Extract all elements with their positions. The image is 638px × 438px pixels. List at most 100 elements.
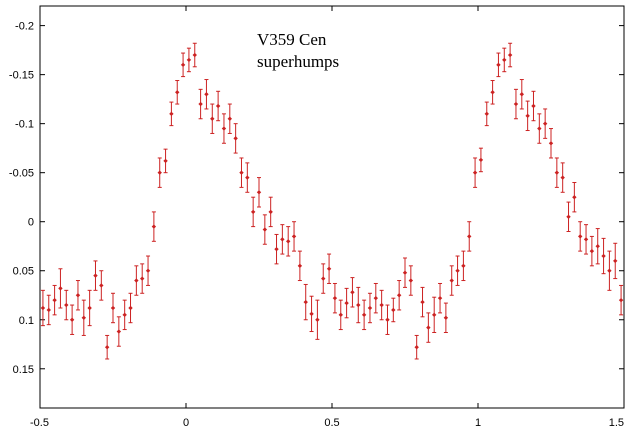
point-marker bbox=[134, 278, 139, 283]
data-point bbox=[99, 270, 104, 301]
point-marker bbox=[548, 141, 554, 146]
data-point bbox=[40, 289, 46, 327]
data-point bbox=[245, 162, 250, 193]
point-marker bbox=[262, 227, 268, 232]
point-marker bbox=[58, 286, 63, 291]
annotation-line-1: V359 Cen bbox=[257, 30, 327, 49]
point-marker bbox=[583, 237, 589, 242]
point-marker bbox=[467, 234, 472, 239]
point-marker bbox=[391, 307, 396, 313]
point-marker bbox=[157, 170, 162, 175]
data-point bbox=[607, 250, 612, 291]
data-point bbox=[169, 101, 174, 127]
point-marker bbox=[128, 305, 133, 311]
point-marker bbox=[303, 299, 308, 305]
point-marker bbox=[297, 263, 303, 269]
data-point bbox=[163, 148, 168, 174]
data-point bbox=[268, 196, 273, 228]
point-marker bbox=[385, 317, 390, 322]
data-point bbox=[484, 101, 489, 127]
data-point bbox=[250, 196, 256, 228]
point-marker bbox=[554, 170, 560, 175]
point-marker bbox=[268, 209, 273, 215]
point-marker bbox=[531, 103, 536, 109]
y-tick-label: 0.05 bbox=[13, 266, 34, 278]
data-point bbox=[58, 268, 63, 309]
point-marker bbox=[99, 283, 104, 288]
point-marker bbox=[455, 268, 460, 273]
point-marker bbox=[472, 170, 478, 175]
data-point bbox=[52, 284, 57, 316]
data-point bbox=[286, 226, 291, 257]
data-point bbox=[408, 265, 414, 296]
point-marker bbox=[461, 263, 466, 269]
point-marker bbox=[367, 305, 373, 311]
data-point bbox=[519, 79, 524, 110]
data-point bbox=[414, 334, 419, 360]
data-point bbox=[443, 302, 449, 334]
y-tick-label: -0.05 bbox=[9, 168, 34, 180]
axis-ticks: -0.5 0 0.5 1 1.5 -0.2 -0.15 -0.1 -0.05 0 0.05 0.1 0.… bbox=[9, 6, 625, 429]
data-point bbox=[373, 282, 378, 314]
point-marker bbox=[537, 126, 542, 131]
data-point bbox=[134, 265, 139, 296]
point-marker bbox=[210, 116, 215, 121]
data-point bbox=[525, 100, 530, 132]
data-point bbox=[326, 253, 332, 284]
data-point bbox=[613, 242, 618, 280]
data-points bbox=[40, 42, 624, 360]
point-marker bbox=[321, 276, 326, 281]
data-point bbox=[291, 221, 297, 252]
data-point bbox=[396, 280, 402, 311]
point-marker bbox=[542, 121, 548, 126]
data-point bbox=[64, 289, 69, 321]
data-point bbox=[221, 113, 227, 144]
y-tick-label: -0.15 bbox=[9, 70, 34, 82]
point-marker bbox=[414, 345, 419, 350]
point-marker bbox=[601, 253, 606, 259]
y-tick-label: -0.2 bbox=[15, 21, 34, 33]
data-point bbox=[385, 304, 390, 335]
point-marker bbox=[449, 278, 454, 283]
data-point bbox=[513, 88, 519, 120]
x-tick-label: 0.5 bbox=[324, 417, 339, 429]
data-point bbox=[186, 47, 192, 73]
point-marker bbox=[338, 312, 343, 318]
point-marker bbox=[595, 244, 600, 249]
data-point bbox=[116, 316, 122, 347]
data-point bbox=[309, 295, 314, 333]
point-marker bbox=[560, 175, 565, 180]
data-point bbox=[157, 157, 162, 188]
data-point bbox=[595, 228, 600, 265]
data-point bbox=[426, 312, 431, 343]
data-point bbox=[338, 299, 343, 331]
data-point bbox=[566, 201, 571, 233]
data-point bbox=[572, 181, 577, 213]
y-tick-label: 0.1 bbox=[19, 315, 34, 327]
point-marker bbox=[291, 234, 297, 239]
data-point bbox=[432, 296, 437, 334]
point-marker bbox=[396, 293, 402, 298]
data-point bbox=[81, 299, 86, 336]
y-tick-label: 0.15 bbox=[13, 364, 34, 376]
point-marker bbox=[180, 62, 186, 68]
data-point bbox=[542, 108, 548, 139]
data-point bbox=[502, 47, 507, 73]
point-marker bbox=[344, 300, 349, 306]
data-point bbox=[507, 42, 513, 68]
point-marker bbox=[151, 224, 157, 229]
data-point bbox=[110, 292, 116, 324]
data-point bbox=[87, 289, 92, 327]
data-point bbox=[344, 287, 349, 319]
data-point bbox=[210, 103, 215, 134]
point-marker bbox=[239, 170, 244, 175]
y-tick-label: 0 bbox=[28, 217, 34, 229]
point-marker bbox=[169, 111, 174, 117]
data-point bbox=[227, 103, 232, 134]
data-point bbox=[303, 283, 308, 321]
data-point bbox=[391, 297, 396, 323]
x-tick-label: 0 bbox=[183, 417, 189, 429]
data-point bbox=[490, 80, 495, 105]
data-point bbox=[461, 250, 466, 282]
data-point bbox=[239, 157, 244, 188]
